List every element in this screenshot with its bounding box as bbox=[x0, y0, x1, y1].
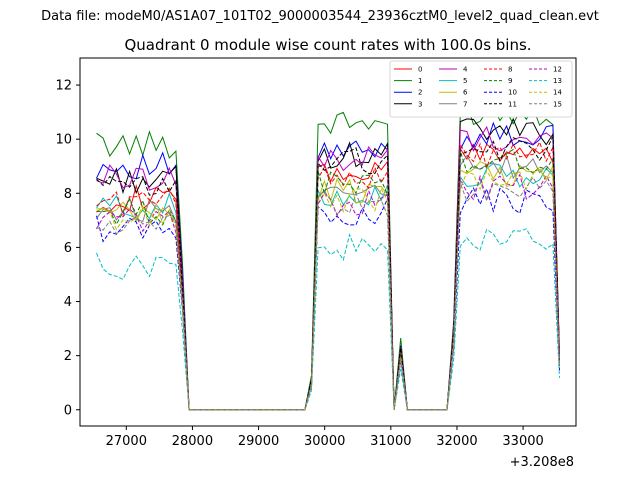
series-line-3 bbox=[96, 117, 560, 411]
chart-title: Quadrant 0 module wise count rates with … bbox=[124, 36, 531, 54]
x-tick-label: 30000 bbox=[304, 434, 345, 449]
plot-frame bbox=[79, 57, 577, 427]
legend-label-12: 12 bbox=[553, 66, 562, 74]
x-offset-label: +3.208e8 bbox=[510, 455, 574, 470]
legend-label-4: 4 bbox=[463, 66, 468, 74]
legend-label-8: 8 bbox=[508, 66, 512, 74]
legend-label-9: 9 bbox=[508, 77, 512, 85]
series-line-15 bbox=[96, 176, 560, 411]
legend-label-15: 15 bbox=[553, 100, 562, 108]
x-axis: 27000 28000 29000 30000 31000 32000 33000 bbox=[106, 426, 544, 449]
series-line-5 bbox=[96, 163, 560, 411]
y-tick-label: 4 bbox=[64, 295, 72, 310]
series-line-10 bbox=[96, 186, 560, 411]
x-tick-label: 32000 bbox=[436, 434, 477, 449]
legend-box bbox=[389, 60, 573, 118]
series-line-11 bbox=[96, 136, 560, 411]
series-line-2 bbox=[96, 121, 560, 411]
series-line-6 bbox=[96, 161, 560, 411]
legend-label-1: 1 bbox=[418, 77, 422, 85]
legend-label-13: 13 bbox=[553, 77, 562, 85]
legend-label-5: 5 bbox=[463, 77, 467, 85]
series-line-13 bbox=[96, 228, 560, 411]
x-tick-label: 29000 bbox=[238, 434, 279, 449]
y-tick-label: 10 bbox=[55, 133, 72, 148]
legend-label-7: 7 bbox=[463, 100, 467, 108]
x-tick-label: 31000 bbox=[370, 434, 411, 449]
legend-label-0: 0 bbox=[418, 66, 422, 74]
legend-label-3: 3 bbox=[418, 100, 422, 108]
y-tick-label: 8 bbox=[64, 187, 72, 202]
series-line-8 bbox=[96, 140, 560, 411]
x-tick-label: 33000 bbox=[502, 434, 543, 449]
y-tick-label: 0 bbox=[64, 403, 72, 418]
legend-label-11: 11 bbox=[508, 100, 517, 108]
legend-label-6: 6 bbox=[463, 89, 468, 97]
legend-label-2: 2 bbox=[418, 89, 422, 97]
x-tick-label: 28000 bbox=[172, 434, 213, 449]
y-axis: 0 2 4 6 8 10 12 bbox=[55, 79, 80, 418]
series-layer bbox=[96, 102, 560, 411]
suptitle: Data file: modeM0/AS1A07_101T02_90000035… bbox=[41, 9, 599, 24]
series-line-12 bbox=[96, 173, 560, 411]
y-tick-label: 12 bbox=[55, 79, 72, 94]
plot-area bbox=[80, 58, 576, 426]
y-tick-label: 6 bbox=[64, 241, 72, 256]
y-tick-label: 2 bbox=[64, 349, 72, 364]
series-line-4 bbox=[96, 125, 560, 411]
legend-label-10: 10 bbox=[508, 89, 517, 97]
series-line-7 bbox=[96, 154, 560, 411]
legend-label-14: 14 bbox=[553, 89, 562, 97]
x-tick-label: 27000 bbox=[106, 434, 147, 449]
series-line-9 bbox=[96, 148, 560, 411]
